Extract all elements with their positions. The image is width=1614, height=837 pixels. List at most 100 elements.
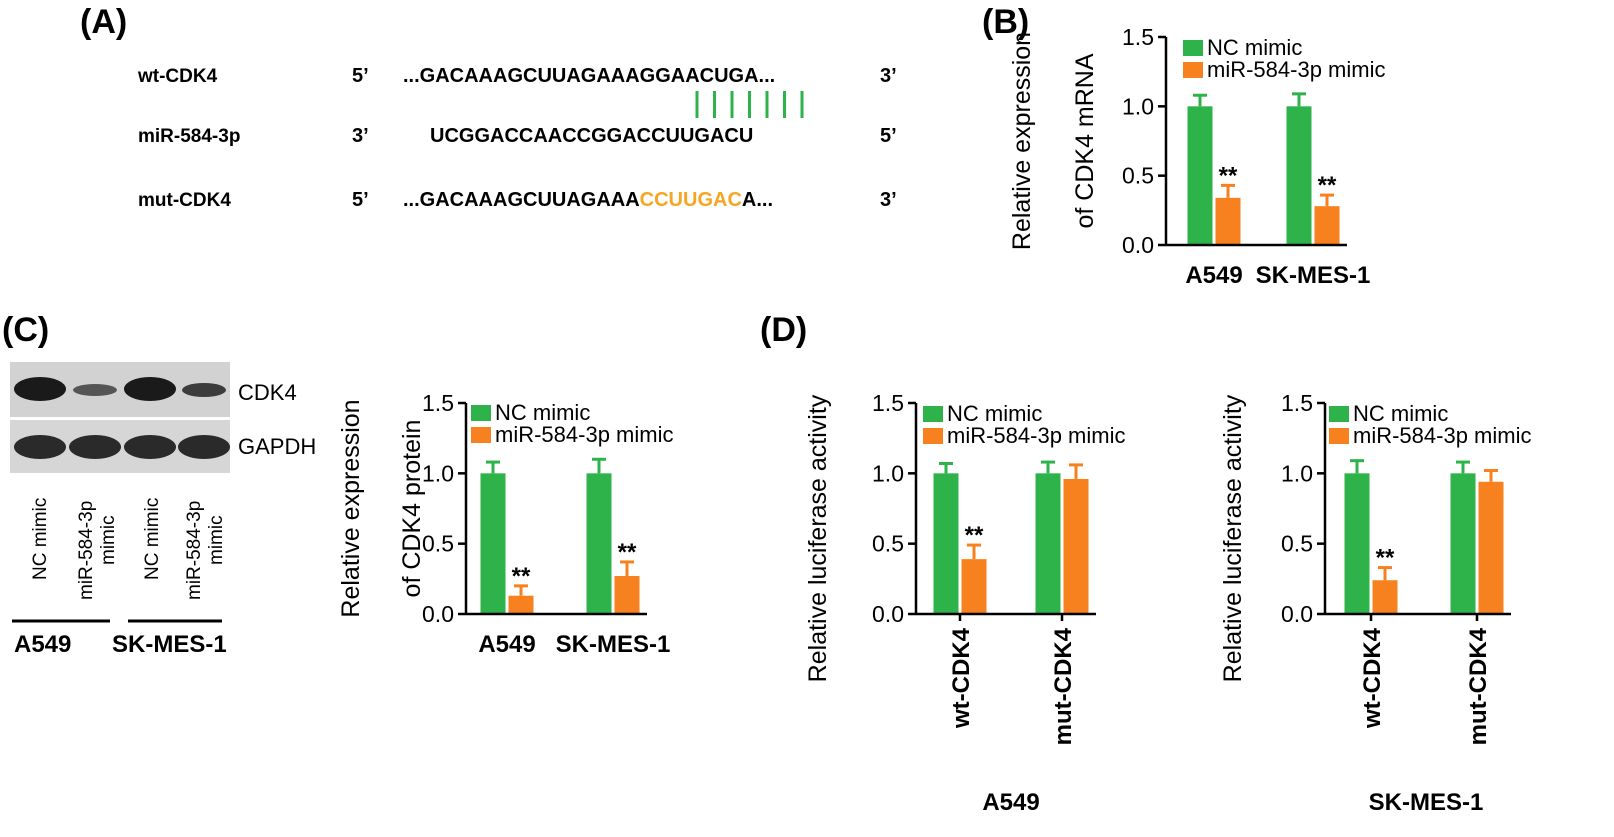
legend-label: miR-584-3p mimic — [947, 423, 1125, 448]
seq-end-left-wt: 5’ — [352, 65, 369, 87]
y-axis-label: Relative luciferase activity — [804, 394, 832, 682]
y-axis-label: of CDK4 protein — [398, 420, 426, 598]
y-axis-label: Relative luciferase activity — [1219, 394, 1247, 682]
legend-swatch — [1329, 406, 1349, 422]
base-pairing-lines — [695, 91, 804, 118]
bar — [1187, 106, 1213, 245]
legend-label: miR-584-3p mimic — [1353, 423, 1531, 448]
category-label: mut-CDK4 — [1050, 627, 1077, 745]
chart-luciferase-skmes1: 0.0 0.5 1.0 1.5 Relative luciferase activity… — [1219, 390, 1531, 745]
y-tick-label: 1.5 — [422, 390, 454, 416]
bar — [1372, 580, 1398, 614]
legend-swatch — [923, 428, 943, 444]
seq-end-right-mut: 3’ — [880, 189, 897, 211]
seq-mut-prefix: ...GACAAAGCUUAGAAA — [403, 189, 640, 211]
seq-mut-suffix: A... — [742, 189, 773, 211]
significance-marker: ** — [512, 563, 531, 590]
legend-label: miR-584-3p mimic — [495, 422, 673, 447]
y-tick-label: 1.0 — [872, 460, 904, 486]
blot-group-label-skmes1: SK-MES-1 — [112, 631, 227, 658]
band-cdk4-lane1 — [14, 377, 66, 401]
significance-marker: ** — [1376, 545, 1395, 572]
panel-label-d: (D) — [760, 311, 807, 349]
legend-swatch — [471, 405, 491, 421]
seq-name-wt: wt-CDK4 — [137, 66, 218, 87]
bar — [508, 595, 534, 614]
legend-swatch — [1183, 62, 1203, 78]
bar — [1286, 106, 1312, 245]
y-axis-label: Relative expression — [1008, 32, 1036, 250]
y-tick-label: 0.5 — [422, 531, 454, 557]
seq-end-left-mut: 5’ — [352, 189, 369, 211]
chart-luciferase-a549: 0.0 0.5 1.0 1.5 Relative luciferase activity… — [804, 390, 1125, 745]
lane-label-2-line1: miR-584-3p — [76, 501, 97, 600]
bar — [1035, 473, 1061, 614]
bar — [586, 473, 612, 614]
legend-label: NC mimic — [947, 401, 1042, 426]
panel-label-a: (A) — [80, 3, 127, 41]
significance-marker: ** — [1219, 162, 1238, 189]
significance-marker: ** — [618, 539, 637, 566]
bar — [1063, 478, 1089, 614]
y-tick-label: 0.0 — [1122, 232, 1154, 258]
bar — [961, 559, 987, 614]
blot-label-cdk4: CDK4 — [238, 380, 297, 405]
legend-label: miR-584-3p mimic — [1207, 57, 1385, 82]
bar — [1344, 473, 1370, 614]
y-tick-label: 1.5 — [1281, 390, 1313, 416]
y-tick-label: 0.5 — [1281, 531, 1313, 557]
bar — [1478, 481, 1504, 614]
seq-mut-highlight: CCUUGAC — [640, 189, 742, 211]
band-cdk4-lane2 — [73, 384, 117, 396]
band-cdk4-lane4 — [182, 383, 226, 397]
legend-swatch — [1329, 428, 1349, 444]
seq-name-mirna: miR-584-3p — [138, 126, 240, 147]
category-label: wt-CDK4 — [1359, 627, 1386, 729]
y-tick-label: 1.0 — [1122, 93, 1154, 119]
band-gapdh-lane4 — [178, 435, 230, 459]
seq-end-left-mirna: 3’ — [352, 125, 369, 147]
blot-label-gapdh: GAPDH — [238, 434, 316, 459]
seq-mirna: UCGGACCAACCGGACCUUGACU — [430, 125, 753, 147]
bar — [1314, 206, 1340, 245]
category-label: mut-CDK4 — [1465, 627, 1492, 745]
seq-end-right-wt: 3’ — [880, 65, 897, 87]
category-label: A549 — [478, 631, 535, 658]
seq-end-right-mirna: 5’ — [880, 125, 897, 147]
y-tick-label: 1.0 — [1281, 460, 1313, 486]
bar — [614, 576, 640, 614]
band-gapdh-lane3 — [124, 435, 176, 459]
lane-label-4-line1: miR-584-3p — [184, 501, 205, 600]
legend-label: NC mimic — [1207, 35, 1302, 60]
panel-label-c: (C) — [2, 311, 49, 349]
significance-marker: ** — [965, 522, 984, 549]
seq-wt: ...GACAAAGCUUAGAAAGGAACUGA... — [403, 65, 775, 87]
y-tick-label: 0.5 — [872, 531, 904, 557]
y-tick-label: 1.5 — [872, 390, 904, 416]
lane-label-3: NC mimic — [142, 498, 163, 580]
legend-swatch — [471, 427, 491, 443]
band-cdk4-lane3 — [124, 377, 176, 401]
luciferase-group-label-a549: A549 — [982, 789, 1039, 816]
category-label: SK-MES-1 — [556, 631, 671, 658]
bar — [480, 473, 506, 614]
blot-group-label-a549: A549 — [14, 631, 71, 658]
chart-cdk4-mrna: 0.0 0.5 1.0 1.5 Relative expression of CDK4 m… — [1008, 24, 1385, 289]
lane-label-2-line2: mimic — [98, 515, 119, 565]
y-tick-label: 0.5 — [1122, 163, 1154, 189]
seq-mut: ...GACAAAGCUUAGAAACCUUGACA... — [403, 189, 773, 211]
category-label: A549 — [1185, 262, 1242, 289]
western-blot: CDK4 GAPDH NC mimic miR-584-3p mimic NC … — [10, 362, 316, 658]
band-gapdh-lane2 — [69, 435, 121, 459]
lane-label-4-line2: mimic — [206, 515, 227, 565]
seq-name-mut: mut-CDK4 — [138, 190, 231, 211]
legend-swatch — [923, 406, 943, 422]
band-gapdh-lane1 — [14, 435, 66, 459]
sequence-alignment: wt-CDK4 5’ ...GACAAAGCUUAGAAAGGAACUGA...… — [137, 65, 897, 211]
bar — [1450, 473, 1476, 614]
y-axis-label: of CDK4 mRNA — [1071, 53, 1099, 228]
y-tick-label: 1.5 — [1122, 24, 1154, 50]
lane-label-1: NC mimic — [30, 498, 51, 580]
legend-label: NC mimic — [1353, 401, 1448, 426]
